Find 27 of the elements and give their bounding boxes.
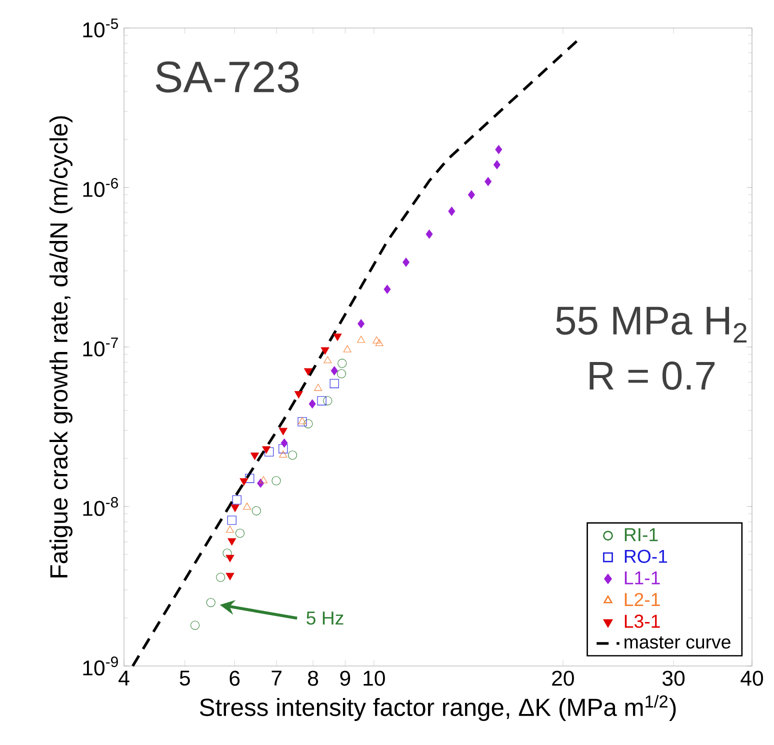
y-tick-label: 10$^{-5}$: [83, 18, 118, 38]
legend-label: master curve: [624, 636, 730, 649]
x-tick-label: 30: [662, 670, 685, 686]
x-tick-label: 7: [272, 670, 282, 686]
y-tick-label: 10$^{-7}$: [83, 338, 118, 356]
x-tick-label: 10: [364, 670, 385, 686]
legend-label: L2-1: [624, 592, 660, 606]
y-tick-label: 10$^{-6}$: [83, 178, 118, 197]
annotation: R = 0.7: [590, 362, 715, 390]
x-tick-label: 40: [740, 670, 764, 686]
x-tick-label: 9: [340, 670, 350, 686]
x-tick-label: 20: [552, 670, 574, 686]
legend-label: L3-1: [624, 614, 660, 628]
x-tick-label: 6: [230, 670, 240, 686]
x-tick-label: 8: [308, 670, 318, 686]
annotation: SA-723: [156, 61, 299, 93]
legend-label: RI-1: [624, 528, 658, 542]
x-axis-title: Stress intensity factor range, ΔK (MPa m$^{1/2}$): [200, 694, 676, 721]
y-tick-label: 10$^{-8}$: [83, 496, 118, 516]
annotation: 55 MPa H$_{2}$: [556, 306, 746, 342]
legend-label: L1-1: [624, 571, 660, 584]
x-tick-label: 5: [180, 670, 190, 686]
legend-label: RO-1: [624, 550, 668, 563]
y-tick-label: 10$^{-9}$: [83, 656, 118, 676]
annotation: 5 Hz: [306, 612, 344, 625]
y-axis-title: Fatigue crack growth rate, da/dN (m/cycle): [49, 116, 72, 578]
x-tick-label: 4: [118, 670, 130, 686]
